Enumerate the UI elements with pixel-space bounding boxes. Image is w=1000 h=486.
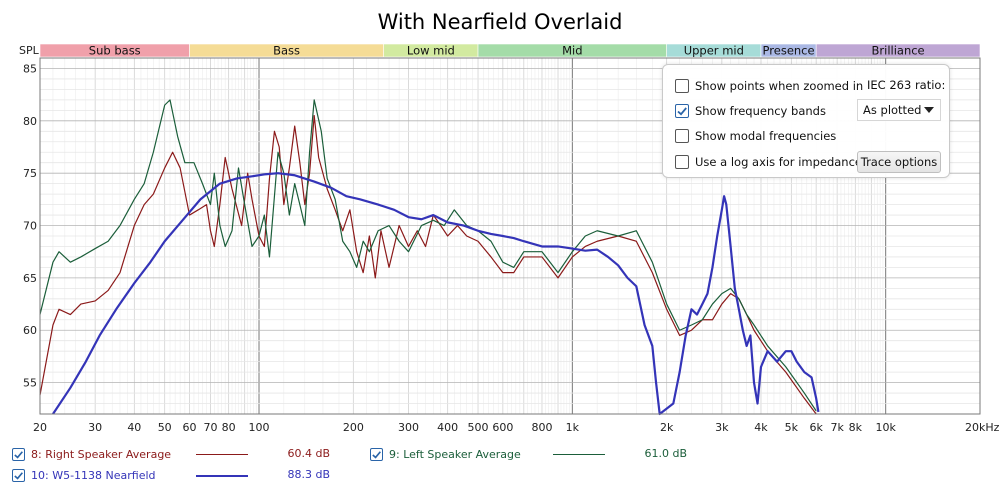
x-tick-label: 600: [492, 421, 513, 434]
x-tick-label: 5k: [785, 421, 799, 434]
x-tick-label: 1k: [566, 421, 580, 434]
nearfield-name: 10: W5-1138 Nearfield: [31, 468, 156, 482]
x-unit-label: 20kHz: [965, 421, 1000, 434]
band-label: Low mid: [407, 44, 455, 58]
x-tick-label: 500: [468, 421, 489, 434]
x-tick-label: 20: [33, 421, 47, 434]
x-tick-label: 100: [249, 421, 270, 434]
x-tick-label: 7k: [830, 421, 844, 434]
show-points-label: Show points when zoomed in: [695, 79, 864, 93]
x-tick-labels: 20 30 40 50 60 70 80 100 200 300 400 500 600 800 1k 2k 3…: [33, 421, 896, 434]
iec-ratio-label: IEC 263 ratio:: [867, 78, 946, 92]
x-tick-label: 3k: [715, 421, 729, 434]
y-tick-label: 80: [23, 115, 37, 128]
x-tick-label: 50: [158, 421, 172, 434]
checkmark-icon: [14, 450, 23, 459]
x-tick-label: 200: [343, 421, 364, 434]
iec-ratio-select[interactable]: As plotted: [857, 99, 941, 121]
x-tick-label: 70: [203, 421, 217, 434]
band-label: Presence: [763, 44, 815, 58]
x-tick-label: 80: [222, 421, 236, 434]
iec-ratio-value: As plotted: [863, 103, 922, 117]
x-tick-label: 800: [531, 421, 552, 434]
y-tick-labels: 55 60 65 70 75 80 85: [23, 62, 37, 389]
checkmark-icon: [14, 471, 23, 480]
band-label: Mid: [562, 44, 582, 58]
x-tick-label: 30: [88, 421, 102, 434]
series-line-s9: [39, 99, 817, 412]
band-label: Upper mid: [684, 44, 744, 58]
y-tick-label: 55: [23, 377, 37, 390]
show-points-checkbox[interactable]: [675, 79, 689, 93]
log-axis-label: Use a log axis for impedance: [695, 155, 862, 169]
x-tick-label: 300: [398, 421, 419, 434]
plot-frame: [39, 57, 981, 415]
y-tick-label: 65: [23, 272, 37, 285]
show-modal-label: Show modal frequencies: [695, 129, 837, 143]
band-brilliance: [815, 43, 981, 58]
x-tick-label: 8k: [849, 421, 863, 434]
x-tick-label: 60: [182, 421, 196, 434]
x-tick-label: 10k: [875, 421, 896, 434]
option-show-bands[interactable]: Show frequency bands: [675, 102, 826, 120]
left-speaker-swatch: [553, 454, 605, 455]
right-speaker-checkbox[interactable]: [12, 447, 25, 461]
left-speaker-checkbox[interactable]: [370, 447, 383, 461]
left-speaker-name: 9: Left Speaker Average: [389, 447, 521, 461]
nearfield-checkbox[interactable]: [12, 468, 25, 482]
checkmark-icon: [372, 450, 381, 459]
option-show-points[interactable]: Show points when zoomed in: [675, 77, 863, 95]
y-tick-label: 70: [23, 220, 37, 233]
band-label: Sub bass: [89, 44, 141, 58]
nearfield-swatch: [196, 475, 248, 477]
log-axis-checkbox[interactable]: [675, 155, 689, 169]
x-tick-label: 40: [127, 421, 141, 434]
band-label: Bass: [273, 44, 300, 58]
series-line-s8: [39, 114, 817, 415]
y-tick-label: 60: [23, 324, 37, 337]
frequency-bands: Sub bass Bass Low mid Mid Upper mid Presence B…: [39, 43, 981, 58]
nearfield-value: 88.3 dB: [287, 468, 330, 481]
series-line-s10: [52, 172, 820, 416]
series-lines: [39, 99, 820, 416]
y-axis-label: SPL: [19, 44, 40, 57]
band-label: Brilliance: [872, 44, 925, 58]
legend-item-nearfield[interactable]: 10: W5-1138 Nearfield: [12, 467, 156, 483]
checkmark-icon: [677, 107, 687, 116]
legend-item-left-speaker[interactable]: 9: Left Speaker Average: [370, 446, 521, 462]
x-tick-label: 2k: [660, 421, 674, 434]
chart-title: With Nearfield Overlaid: [378, 10, 623, 34]
trace-options-button[interactable]: Trace options: [857, 151, 941, 173]
x-tick-label: 6k: [809, 421, 823, 434]
dropdown-arrow-icon: [924, 107, 934, 113]
y-tick-label: 75: [23, 167, 37, 180]
y-tick-label: 85: [23, 62, 37, 75]
option-show-modal[interactable]: Show modal frequencies: [675, 127, 836, 145]
show-bands-checkbox[interactable]: [675, 104, 689, 118]
option-log-axis[interactable]: Use a log axis for impedance: [675, 153, 862, 171]
x-tick-label: 4k: [754, 421, 768, 434]
right-speaker-value: 60.4 dB: [287, 447, 330, 460]
x-tick-label: 400: [437, 421, 458, 434]
graph-options-panel: Show points when zoomed in Show frequenc…: [662, 64, 950, 178]
right-speaker-name: 8: Right Speaker Average: [31, 447, 172, 461]
legend-item-right-speaker[interactable]: 8: Right Speaker Average: [12, 446, 171, 462]
left-speaker-value: 61.0 dB: [644, 447, 687, 460]
right-speaker-swatch: [196, 454, 248, 455]
show-bands-label: Show frequency bands: [695, 104, 826, 118]
show-modal-checkbox[interactable]: [675, 129, 689, 143]
